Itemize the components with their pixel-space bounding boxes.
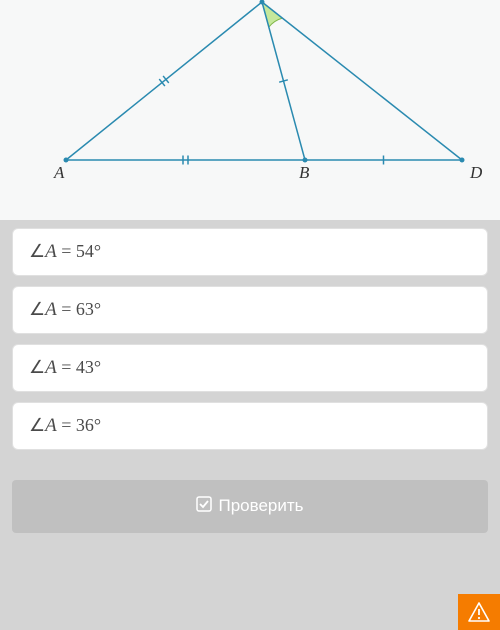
- angle-symbol: ∠: [29, 241, 45, 261]
- svg-text:B: B: [299, 163, 310, 182]
- answer-option[interactable]: ∠A = 36°: [12, 402, 488, 450]
- answer-option[interactable]: ∠A = 43°: [12, 344, 488, 392]
- answer-options: ∠A = 54° ∠A = 63° ∠A = 43° ∠A = 36°: [0, 220, 500, 450]
- svg-text:D: D: [469, 163, 483, 182]
- angle-variable: A: [45, 241, 57, 262]
- check-button[interactable]: Проверить: [12, 480, 488, 533]
- warning-icon: [467, 601, 491, 623]
- angle-value: 54°: [76, 241, 101, 261]
- check-icon: [196, 496, 212, 517]
- angle-symbol: ∠: [29, 415, 45, 435]
- answer-option[interactable]: ∠A = 54°: [12, 228, 488, 276]
- angle-value: 63°: [76, 299, 101, 319]
- angle-variable: A: [45, 299, 57, 320]
- diagram-container: A B C D: [0, 0, 500, 220]
- svg-text:A: A: [53, 163, 65, 182]
- angle-variable: A: [45, 357, 57, 378]
- angle-symbol: ∠: [29, 299, 45, 319]
- angle-variable: A: [45, 415, 57, 436]
- warning-badge[interactable]: [458, 594, 500, 630]
- svg-text:C: C: [258, 0, 270, 2]
- angle-value: 43°: [76, 357, 101, 377]
- angle-symbol: ∠: [29, 357, 45, 377]
- geometry-diagram: A B C D: [0, 0, 500, 220]
- angle-value: 36°: [76, 415, 101, 435]
- answer-option[interactable]: ∠A = 63°: [12, 286, 488, 334]
- check-button-label: Проверить: [218, 496, 303, 515]
